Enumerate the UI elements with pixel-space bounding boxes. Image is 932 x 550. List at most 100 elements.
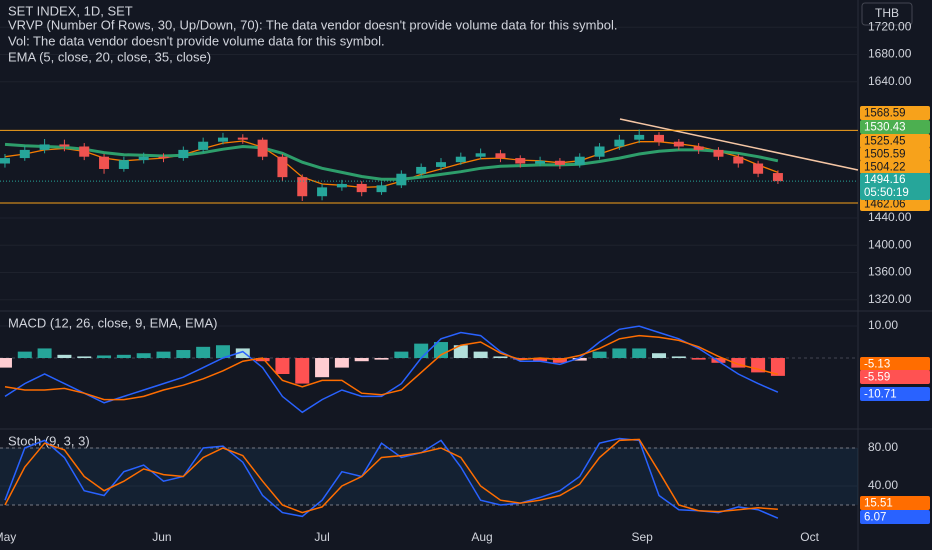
countdown: 05:50:19 (864, 187, 909, 199)
histogram-bar (315, 358, 330, 378)
level-label-bg (860, 134, 930, 148)
band-fill (0, 447, 858, 505)
value-label: -5.59 (864, 372, 890, 384)
y-tick-label: 80.00 (868, 440, 898, 454)
histogram-bar (176, 350, 191, 359)
x-tick-label: Jun (152, 530, 171, 544)
indicator-line (4, 140, 779, 189)
x-tick-label: Aug (471, 530, 492, 544)
candle-body (158, 156, 169, 159)
candle-body (475, 153, 486, 157)
legend-line: EMA (5, close, 20, close, 35, close) (8, 49, 211, 64)
histogram-bar (374, 358, 389, 360)
value-label: -5.13 (864, 359, 890, 371)
histogram-bar (533, 358, 548, 362)
candle-body (118, 160, 129, 169)
candle-body (455, 156, 466, 163)
pane-title: SET INDEX, 1D, SET (8, 3, 133, 18)
histogram-bar (116, 354, 131, 359)
candle-body (535, 160, 546, 164)
candle-body (614, 139, 625, 147)
currency: THB (875, 6, 899, 20)
level-label-bg (860, 197, 930, 211)
histogram-bar (632, 348, 647, 359)
candle-body (515, 158, 526, 164)
level-label: 1505.59 (864, 149, 906, 161)
candle-body (237, 137, 248, 140)
x-tick-label: Sep (631, 530, 653, 544)
level-label: 1530.43 (864, 122, 906, 134)
candle-body (257, 139, 268, 157)
histogram-bar (0, 358, 12, 368)
indicator-line (4, 142, 779, 181)
candle-body (693, 146, 704, 150)
candle-body (0, 158, 10, 164)
candle-body (297, 177, 308, 197)
histogram-bar (691, 358, 706, 360)
candle-body (495, 153, 506, 159)
trend-line[interactable] (619, 118, 859, 171)
level-label-bg (860, 106, 930, 120)
candle-body (435, 162, 446, 167)
histogram-bar (572, 358, 587, 361)
candle-body (554, 160, 565, 165)
candle-body (396, 173, 407, 186)
candle-body (217, 137, 228, 142)
indicator-line (4, 334, 779, 401)
histogram-bar (196, 346, 211, 359)
candle-body (19, 149, 30, 159)
y-tick-label: 10.00 (868, 318, 898, 332)
candle-body (198, 141, 209, 150)
histogram-bar (77, 356, 92, 359)
indicator-line (4, 325, 779, 414)
candle-body (317, 187, 328, 197)
value-label: 15.51 (864, 498, 893, 510)
histogram-bar (394, 351, 409, 359)
histogram-bar (295, 358, 310, 384)
candle-body (99, 156, 110, 169)
histogram-bar (354, 358, 369, 362)
histogram-bar (453, 345, 468, 359)
y-tick-label: 1320.00 (868, 292, 912, 306)
candle-body (178, 149, 189, 159)
histogram-bar (334, 358, 349, 368)
histogram-bar (57, 354, 72, 359)
candle-body (713, 149, 724, 157)
histogram-bar (156, 351, 171, 359)
candle-body (79, 146, 90, 157)
value-label: -10.71 (864, 389, 897, 401)
histogram-bar (235, 348, 250, 359)
candle-body (39, 144, 50, 150)
histogram-bar (493, 356, 508, 359)
histogram-bar (275, 358, 290, 374)
histogram-bar (731, 358, 746, 368)
value-label-bg (860, 357, 930, 371)
candle-body (634, 134, 645, 140)
value-label-bg (860, 496, 930, 510)
candle-body (594, 146, 605, 157)
y-tick-label: 1400.00 (868, 237, 912, 251)
candle-body (733, 156, 744, 164)
y-tick-label: 1360.00 (868, 265, 912, 279)
level-label: 1525.45 (864, 136, 906, 148)
x-tick-label: Jul (314, 530, 329, 544)
candle-body (356, 183, 367, 193)
level-label-bg (860, 147, 930, 161)
candle-body (376, 185, 387, 193)
histogram-bar (652, 353, 667, 359)
level-label-bg (860, 120, 930, 134)
candle-body (277, 156, 288, 178)
y-tick-label: 1640.00 (868, 74, 912, 88)
legend-line: Vol: The data vendor doesn't provide vol… (8, 33, 385, 48)
candle-body (654, 134, 665, 142)
y-tick-label: 40.00 (868, 478, 898, 492)
x-tick-label: May (0, 530, 16, 544)
histogram-bar (255, 358, 270, 362)
histogram-bar (136, 353, 151, 359)
histogram-bar (552, 358, 567, 363)
currency-button[interactable] (861, 2, 913, 26)
last-price-bg (860, 173, 930, 200)
